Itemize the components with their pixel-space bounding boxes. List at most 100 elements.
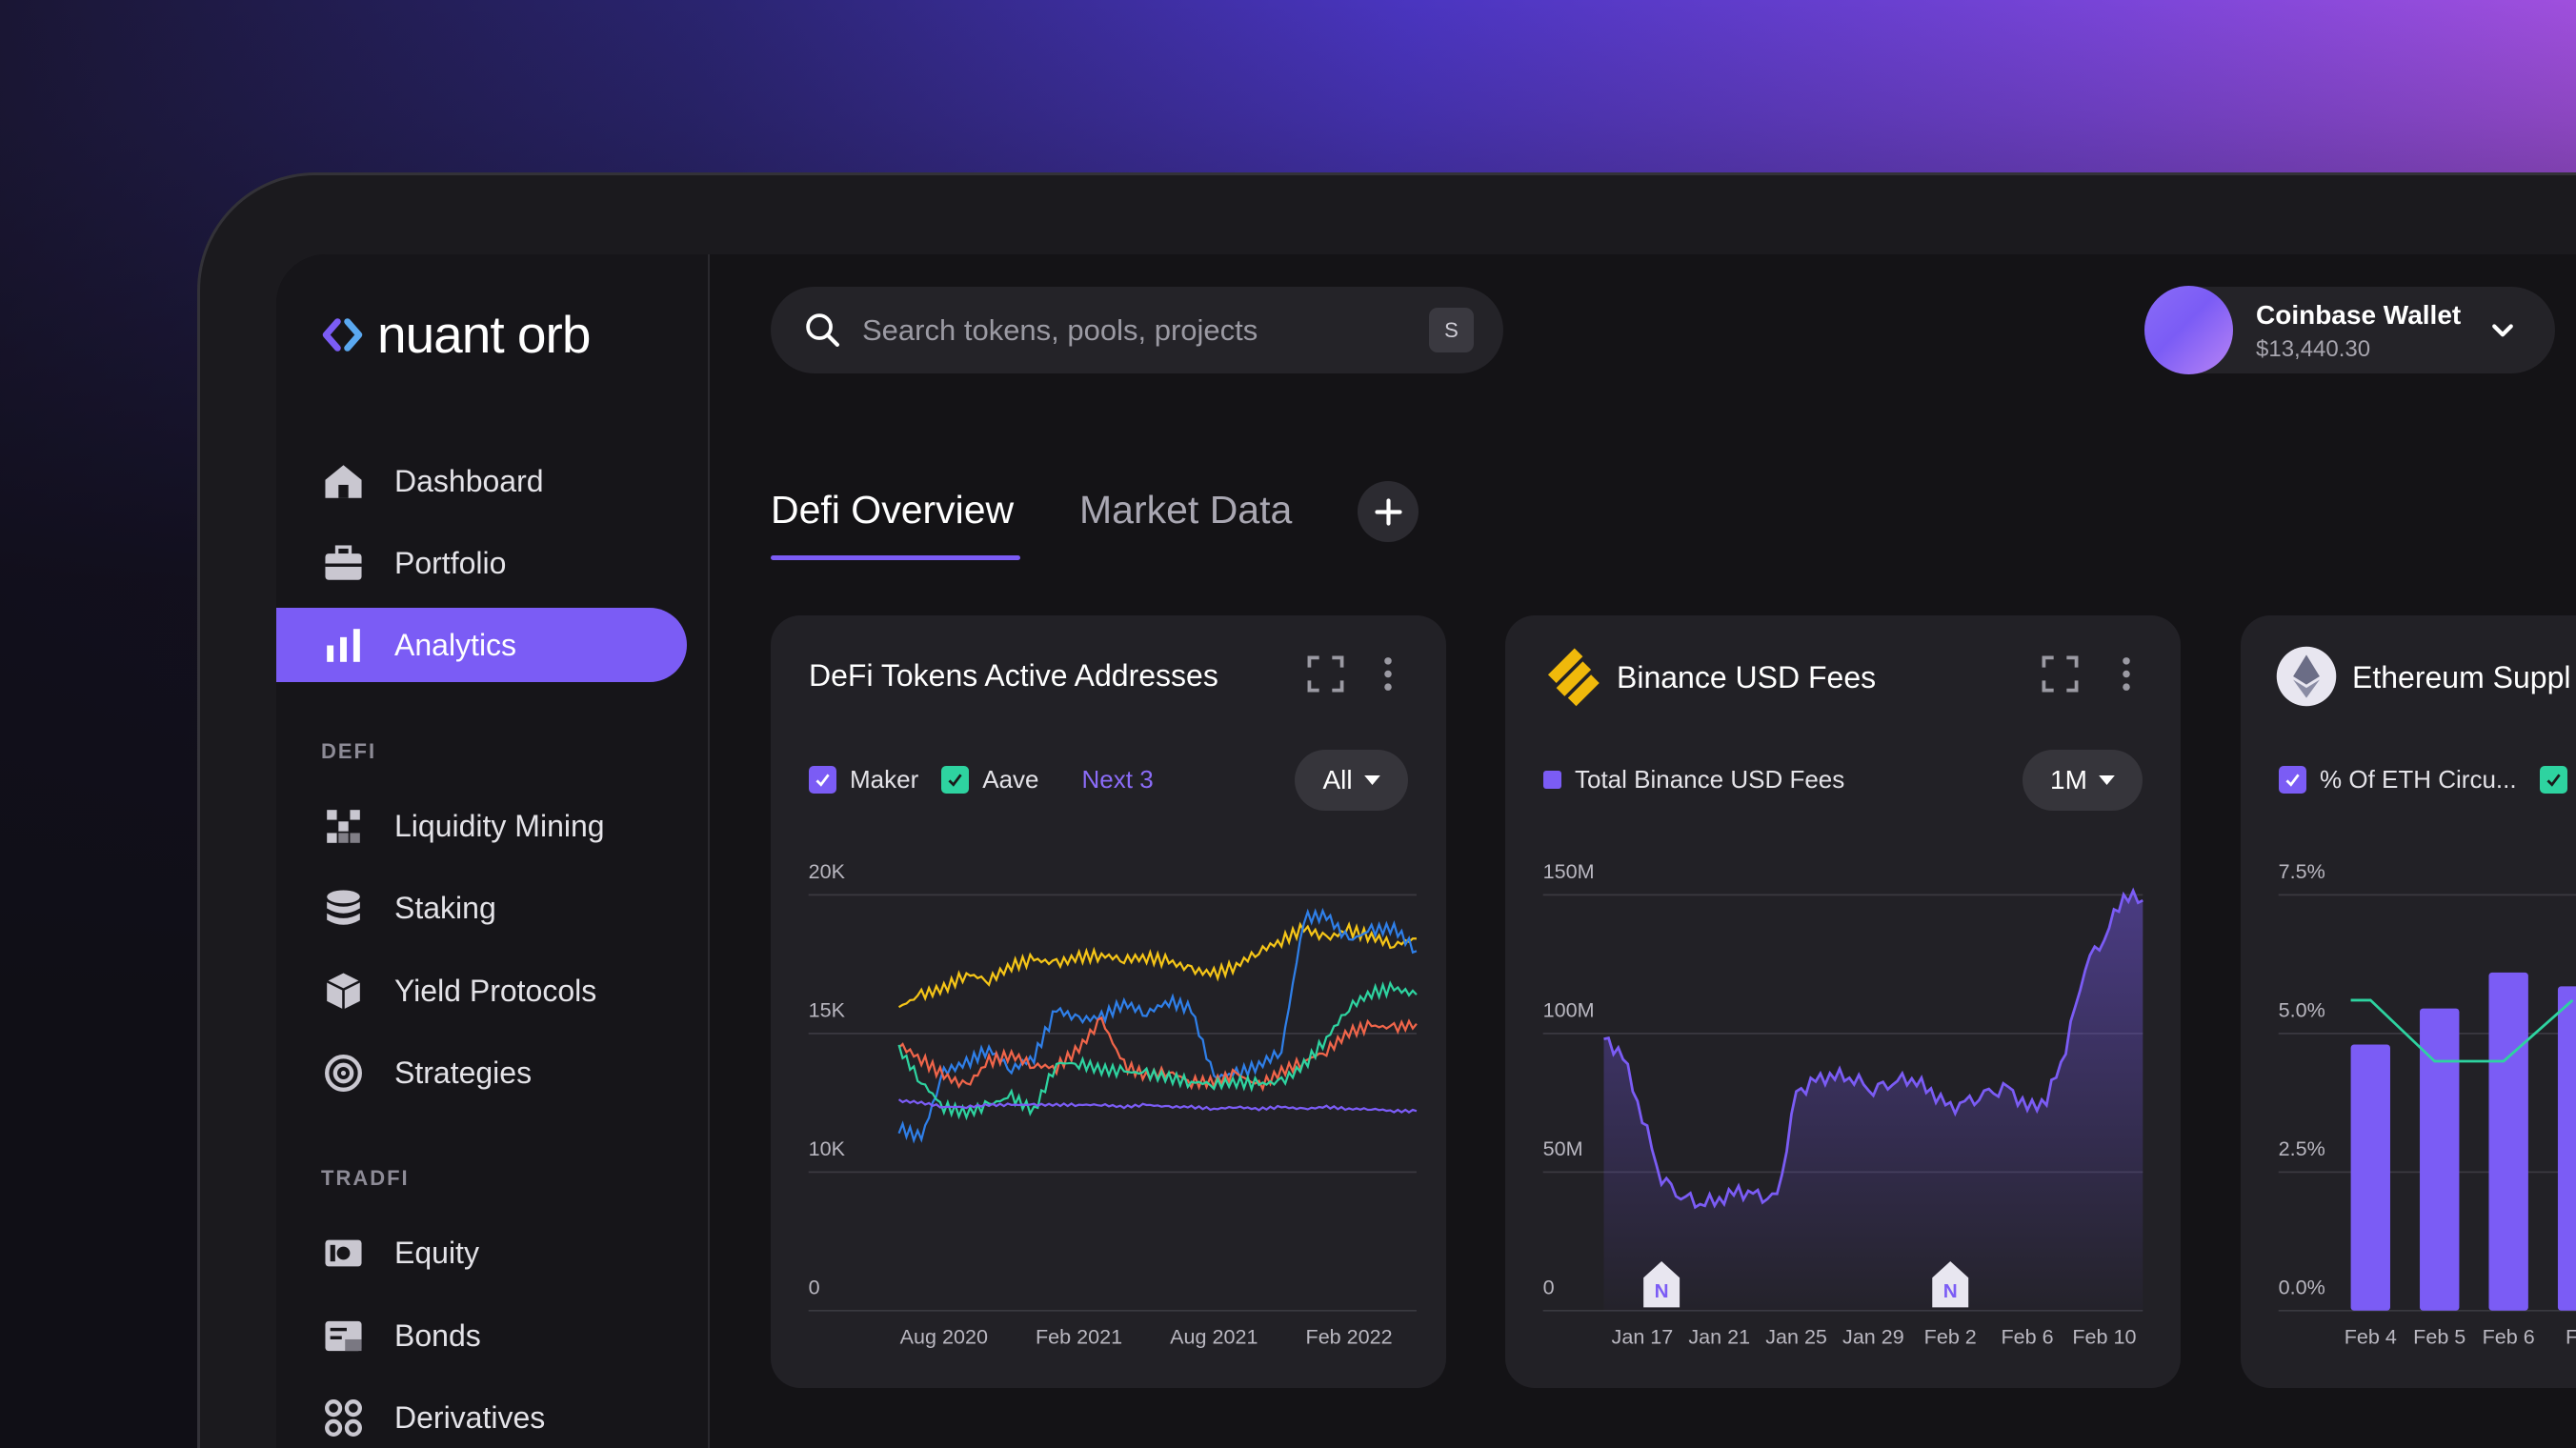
search-shortcut-badge: S [1429,308,1474,352]
area-chart: 0 50M 100M 150M Jan 17 Jan 21 Jan 25 Jan 29 Feb … [1543,859,2143,1348]
wallet-selector[interactable]: Coinbase Wallet $13,440.30 [2144,286,2555,374]
tab-market-data[interactable]: Market Data [1079,488,1293,532]
label: Derivatives [394,1399,546,1435]
home-icon [325,464,362,498]
x-tick-label: Aug 2021 [1170,1324,1258,1348]
y-tick-label: 50M [1543,1136,1583,1160]
expand-icon[interactable] [1306,654,1345,694]
y-tick-label: 0 [809,1276,820,1299]
y-tick-label: 20K [809,859,846,883]
news-marker [1643,1261,1680,1308]
series-line-series-0 [897,921,1417,1009]
next-series-link[interactable]: Next 3 [1081,765,1154,794]
database-icon [327,889,360,925]
sidebar-item-equity[interactable]: Equity [276,1216,687,1290]
sidebar-item-portfolio[interactable]: Portfolio [276,526,687,600]
section-label-defi: DEFI [321,739,377,763]
search-bar[interactable]: S [771,287,1503,373]
bar [2420,1008,2460,1311]
area-fill [1603,891,2143,1311]
more-vertical-icon[interactable] [1381,654,1395,694]
app-window: nuant orb Dashboard Portfolio Analytics … [276,254,2576,1448]
sidebar-item-liquidity-mining[interactable]: Liquidity Mining [276,789,687,863]
news-marker [1932,1261,1969,1308]
label: Equity [394,1235,479,1270]
sidebar-item-strategies[interactable]: Strategies [276,1036,687,1110]
logo-text: nuant orb [377,305,591,364]
x-tick-label: Feb 4 [2345,1324,2397,1348]
series-line-aave [897,980,1418,1121]
card-ethereum-supply: 0.0% 2.5% 5.0% 7.5% Feb 4 Feb 5 Feb 6 Fe Ethere… [2241,615,2576,1388]
y-tick-label: 10K [809,1136,846,1160]
search-icon [806,313,839,347]
label: Strategies [394,1055,533,1090]
target-icon [325,1054,362,1092]
sidebar-item-staking[interactable]: Staking [276,871,687,945]
range-value: 1M [2050,765,2087,794]
aave-checkbox[interactable] [941,766,970,794]
x-tick-label: Jan 21 [1688,1324,1750,1348]
x-tick-label: Fe [2566,1324,2576,1348]
derivatives-icon [325,1398,362,1437]
sidebar-item-derivatives[interactable]: Derivatives [276,1387,687,1448]
grid-icon [327,809,360,843]
range-dropdown[interactable]: All [1295,750,1408,811]
eth-circulation-checkbox[interactable] [2279,766,2306,794]
legend-label-total-fees: Total Binance USD Fees [1575,765,1845,794]
x-tick-label: Feb 5 [2413,1324,2465,1348]
check-icon [2546,774,2561,787]
x-tick-label: Jan 29 [1842,1324,1904,1348]
label: Analytics [394,627,517,662]
sidebar-item-bonds[interactable]: Bonds [276,1298,687,1373]
plus-icon [1374,497,1402,526]
add-tab-button[interactable] [1358,481,1419,542]
cube-icon [326,972,361,1010]
search-input[interactable] [862,312,1420,348]
legend-label-aave: Aave [982,765,1039,794]
check-icon [815,774,830,787]
x-tick-label: Jan 17 [1612,1324,1674,1348]
series-line-maker [897,1098,1418,1114]
expand-icon[interactable] [2041,654,2080,694]
x-tick-label: Feb 6 [2002,1324,2054,1348]
binance-usd-logo-icon [1547,648,1600,707]
chevron-down-icon[interactable] [2489,316,2516,343]
bar [2557,986,2576,1311]
y-tick-label: 15K [809,998,846,1022]
y-tick-label: 0 [1543,1276,1555,1299]
maker-checkbox[interactable] [809,766,836,794]
ethereum-logo-icon [2276,646,2337,707]
wallet-avatar [2144,286,2233,374]
y-tick-label: 0.0% [2279,1276,2325,1299]
x-tick-label: Feb 2021 [1036,1324,1122,1348]
sidebar-item-yield-protocols[interactable]: Yield Protocols [276,954,687,1028]
card-title: DeFi Tokens Active Addresses [809,658,1218,693]
sidebar-item-dashboard[interactable]: Dashboard [276,444,687,518]
second-series-checkbox[interactable] [2539,766,2567,794]
x-tick-label: Jan 25 [1765,1324,1827,1348]
tab-defi-overview[interactable]: Defi Overview [771,488,1015,532]
range-value: All [1322,765,1353,794]
sidebar: nuant orb Dashboard Portfolio Analytics … [276,254,710,1448]
label: Yield Protocols [394,973,597,1008]
legend-label-eth-circulation: % Of ETH Circu... [2320,765,2517,794]
section-label-tradfi: TRADFI [321,1166,410,1190]
x-tick-label: Aug 2020 [900,1324,988,1348]
card-defi-active-addresses: 0 10K 15K 20K Aug 2020 Feb 2021 Aug 2021 Feb 20… [771,615,1446,1388]
range-dropdown[interactable]: 1M [2023,750,2143,811]
series-line-series-1 [897,907,1418,1144]
y-tick-label: 2.5% [2279,1136,2325,1160]
y-tick-label: 5.0% [2279,998,2325,1022]
briefcase-icon [325,544,362,580]
sidebar-item-analytics[interactable]: Analytics [276,608,687,682]
series-line-d [2350,998,2574,1063]
x-tick-label: Feb 6 [2483,1324,2535,1348]
label: Staking [394,890,496,925]
more-vertical-icon[interactable] [2120,654,2133,694]
chart-legend: Maker Aave Next 3 [809,765,1154,794]
wallet-name: Coinbase Wallet [2256,300,2462,330]
equity-icon [325,1239,362,1266]
news-marker-label: N [1655,1280,1669,1302]
legend-swatch [1543,771,1561,789]
